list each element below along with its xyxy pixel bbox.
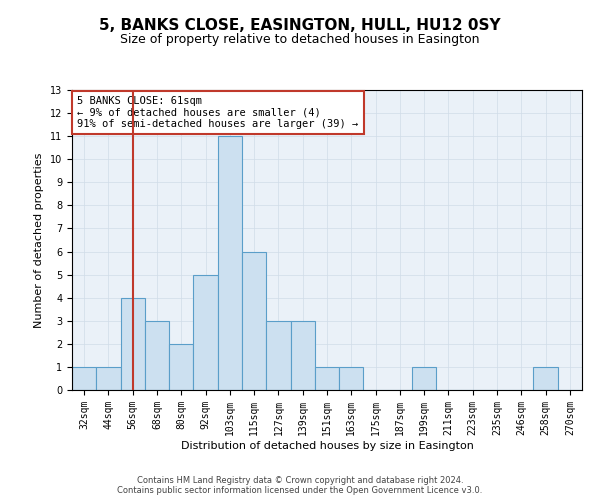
Text: Size of property relative to detached houses in Easington: Size of property relative to detached ho… <box>120 32 480 46</box>
Bar <box>193 274 218 390</box>
Bar <box>266 321 290 390</box>
Text: 5, BANKS CLOSE, EASINGTON, HULL, HU12 0SY: 5, BANKS CLOSE, EASINGTON, HULL, HU12 0S… <box>99 18 501 32</box>
Y-axis label: Number of detached properties: Number of detached properties <box>34 152 44 328</box>
Bar <box>290 321 315 390</box>
Bar <box>242 252 266 390</box>
Bar <box>121 298 145 390</box>
Bar <box>218 136 242 390</box>
Text: 5 BANKS CLOSE: 61sqm
← 9% of detached houses are smaller (4)
91% of semi-detache: 5 BANKS CLOSE: 61sqm ← 9% of detached ho… <box>77 96 358 129</box>
Bar <box>412 367 436 390</box>
Bar <box>169 344 193 390</box>
Bar <box>315 367 339 390</box>
Text: Contains HM Land Registry data © Crown copyright and database right 2024.
Contai: Contains HM Land Registry data © Crown c… <box>118 476 482 495</box>
Bar <box>145 321 169 390</box>
Bar <box>72 367 96 390</box>
X-axis label: Distribution of detached houses by size in Easington: Distribution of detached houses by size … <box>181 440 473 450</box>
Bar <box>96 367 121 390</box>
Bar <box>339 367 364 390</box>
Bar <box>533 367 558 390</box>
